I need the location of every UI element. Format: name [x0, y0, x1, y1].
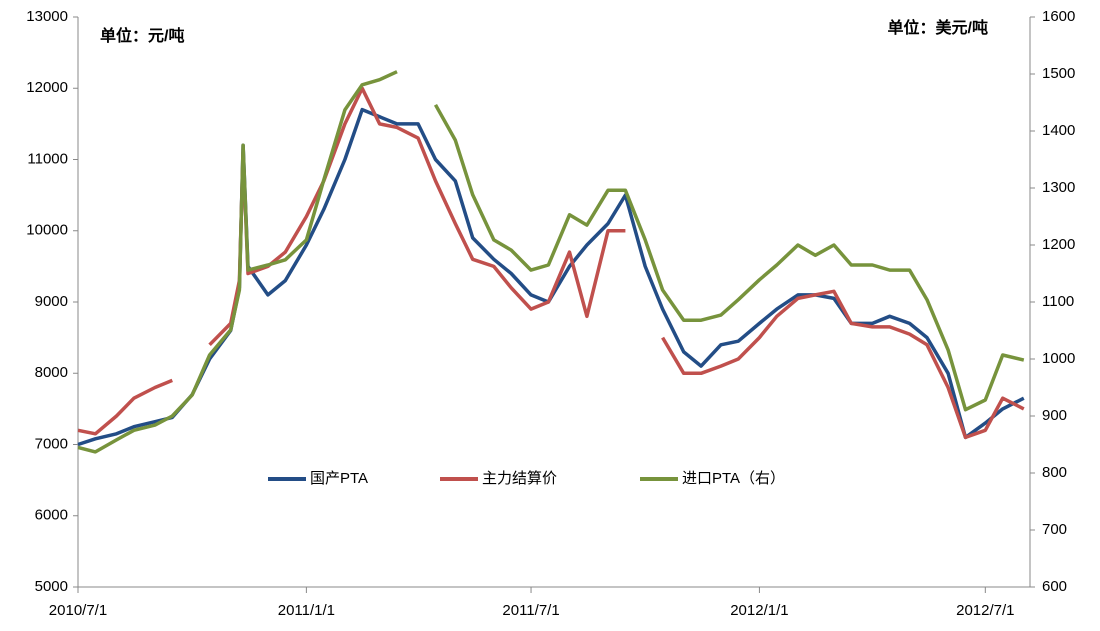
y2-tick-label: 1600: [1042, 8, 1075, 25]
left-unit: 单位：元/吨: [100, 26, 184, 45]
y-tick-label: 5000: [35, 578, 68, 595]
y2-tick-label: 900: [1042, 407, 1067, 424]
y-tick-label: 8000: [35, 364, 68, 381]
x-tick-label: 2011/7/1: [502, 602, 559, 619]
series-line: [77, 70, 1025, 454]
x-tick-label: 2012/7/1: [956, 602, 1014, 619]
y2-tick-label: 1500: [1042, 65, 1075, 82]
y-tick-label: 10000: [26, 222, 68, 239]
y-tick-label: 6000: [35, 507, 68, 524]
series-line: [77, 86, 1025, 440]
y-tick-label: 9000: [35, 293, 68, 310]
y-tick-label: 13000: [26, 8, 68, 25]
y-tick-label: 11000: [27, 150, 68, 167]
right-unit: 单位：美元/吨: [888, 18, 988, 37]
y2-tick-label: 700: [1042, 521, 1067, 538]
legend-label: 进口PTA（右）: [682, 470, 785, 487]
y2-tick-label: 1200: [1042, 236, 1075, 253]
x-tick-label: 2011/1/1: [278, 602, 335, 619]
y-tick-label: 12000: [26, 79, 68, 96]
y2-tick-label: 600: [1042, 578, 1067, 595]
legend-label: 主力结算价: [482, 469, 557, 487]
x-tick-label: 2010/7/1: [49, 602, 107, 619]
series-line: [77, 107, 1025, 447]
y2-tick-label: 800: [1042, 464, 1067, 481]
x-tick-label: 2012/1/1: [730, 602, 788, 619]
y2-tick-label: 1100: [1042, 293, 1074, 310]
legend-label: 国产PTA: [310, 470, 368, 487]
y2-tick-label: 1300: [1042, 179, 1075, 196]
y2-tick-label: 1400: [1042, 122, 1075, 139]
y2-tick-label: 1000: [1042, 350, 1075, 367]
y-tick-label: 7000: [35, 435, 68, 452]
